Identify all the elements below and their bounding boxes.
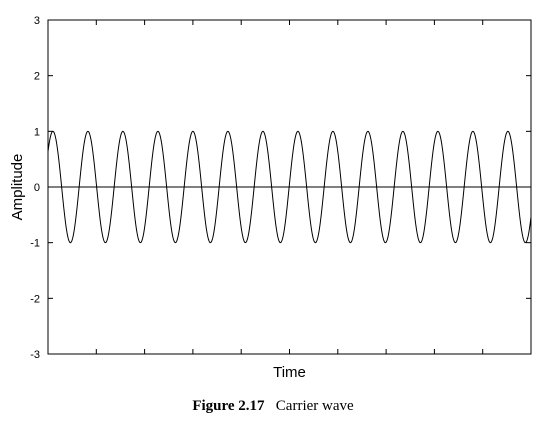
x-axis: [95, 20, 484, 354]
figure-caption-label: Figure 2.17: [192, 398, 265, 414]
y-tick-label: 1: [34, 126, 40, 138]
carrier-wave-line: [47, 130, 532, 244]
y-tick-label: -2: [30, 293, 40, 305]
figure-caption-text: Carrier wave: [275, 398, 354, 414]
y-tick-label: -3: [30, 349, 40, 361]
y-tick-label: 2: [34, 71, 40, 83]
y-axis: 3 2 1 0 -1 -2 -3: [30, 15, 531, 361]
y-axis-label: Amplitude: [9, 154, 26, 221]
x-axis-label: Time: [273, 364, 306, 381]
figure-caption: Figure 2.17 Carrier wave: [0, 398, 546, 415]
y-tick-label: 0: [34, 182, 40, 194]
y-tick-label: 3: [34, 15, 40, 27]
y-tick-label: -1: [30, 238, 40, 250]
